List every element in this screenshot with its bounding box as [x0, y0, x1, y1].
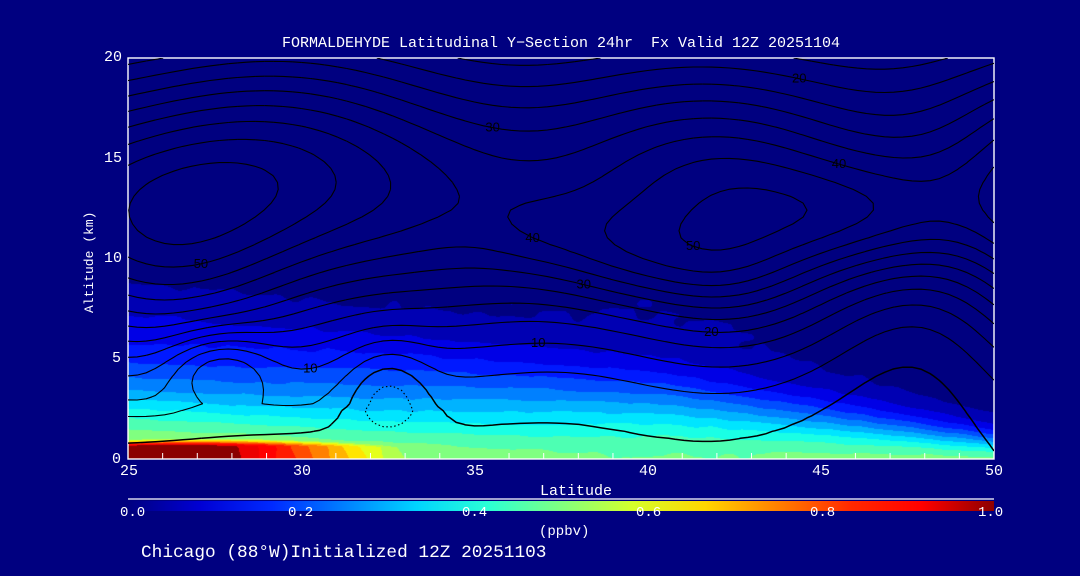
svg-text:40: 40 [525, 230, 539, 245]
svg-text:50: 50 [194, 256, 208, 271]
svg-text:30: 30 [577, 277, 591, 292]
svg-text:30: 30 [485, 120, 499, 135]
svg-text:20: 20 [792, 71, 806, 86]
svg-text:10: 10 [303, 361, 317, 376]
svg-text:10: 10 [531, 335, 545, 350]
svg-text:20: 20 [704, 324, 718, 339]
svg-text:50: 50 [686, 238, 700, 253]
svg-text:40: 40 [832, 156, 846, 171]
